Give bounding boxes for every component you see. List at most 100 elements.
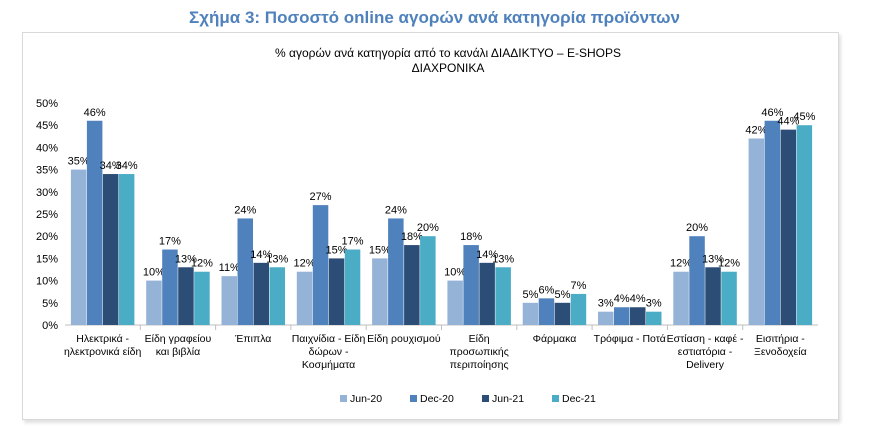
bar [344,249,361,325]
legend-swatch [410,395,417,402]
data-label: 34% [100,160,122,172]
data-label: 7% [570,280,586,292]
y-tick-label: 25% [36,209,58,221]
data-label: 5% [554,289,570,301]
category-label: Εστίαση - καφέ - [667,333,744,345]
data-label: 18% [401,231,423,243]
bar [538,298,555,325]
bar [598,311,614,325]
category-label: Εισιτήρια - [756,333,805,345]
data-label: 15% [326,244,348,256]
category-label: Τρόφιμα - Ποτά [594,333,666,345]
bar [420,236,436,325]
category-label: Είδη γραφείου [145,333,212,345]
category-label: Έπιπλα [234,333,271,345]
category-label: Είδη [469,333,490,345]
bar [479,262,495,325]
bar [70,169,87,325]
bar [221,276,237,325]
bar [102,174,119,325]
category-label: ηλεκτρονικά είδη [64,346,142,358]
category-label: εστιατόρια - [678,346,733,358]
category-label: Κοσμήματα [302,359,355,371]
y-tick-label: 50% [36,98,58,110]
bar [614,307,630,325]
data-label: 20% [417,222,439,234]
category-label: Παιχνίδια - Είδη [292,333,366,345]
bar [312,205,329,325]
bar [673,271,689,325]
bar [328,258,345,325]
chart-title-line: % αγορών ανά κατηγορία από το κανάλι ΔΙΑ… [275,46,621,60]
y-tick-label: 15% [36,253,58,265]
data-label: 4% [614,293,630,305]
bar [748,138,765,325]
legend-swatch [552,395,559,402]
data-label: 14% [476,249,498,261]
bar [178,267,194,325]
legend-label: Dec-21 [562,393,596,405]
bar [118,174,135,325]
data-label: 27% [310,191,332,203]
category-label: και βιβλία [156,346,201,358]
y-tick-label: 45% [36,120,58,132]
legend-label: Jun-21 [492,393,524,405]
y-tick-label: 0% [42,320,58,332]
bar [495,267,511,325]
data-label: 12% [294,258,316,270]
category-label: προσωπικής [449,346,508,358]
data-label: 13% [175,253,197,265]
data-label: 13% [492,253,514,265]
data-label: 12% [718,258,740,270]
chart-title-line: ΔΙΑΧΡΟΝΙΚΑ [412,61,485,75]
bar [705,267,721,325]
bar [388,218,404,325]
bar [463,245,479,325]
data-label: 42% [745,125,767,137]
data-label: 18% [460,231,482,243]
data-label: 17% [159,236,181,248]
data-label: 11% [219,262,240,274]
data-label: 24% [234,204,256,216]
data-label: 3% [646,298,662,310]
data-label: 46% [761,107,783,119]
data-label: 15% [369,244,391,256]
bar [404,245,420,325]
bar [646,311,662,325]
y-tick-label: 30% [36,187,58,199]
legend-label: Jun-20 [350,393,382,405]
y-tick-label: 5% [42,298,58,310]
data-label: 24% [385,204,407,216]
data-label: 34% [116,160,138,172]
data-label: 6% [538,284,554,296]
bar [630,307,646,325]
bar [522,302,539,325]
y-tick-label: 35% [36,165,58,177]
category-label: Είδη ρουχισμού [367,333,441,345]
category-label: δώρων - [309,346,349,358]
category-label: Φάρμακα [533,333,577,345]
legend-swatch [340,395,347,402]
y-tick-label: 20% [36,231,58,243]
bar [194,271,210,325]
bar [162,249,178,325]
data-label: 13% [702,253,724,265]
chart-frame [22,32,839,420]
legend-swatch [482,395,489,402]
bar [146,280,162,325]
bar [780,129,797,325]
data-label: 5% [522,289,538,301]
bar [269,267,285,325]
bar [253,262,269,325]
legend-label: Dec-20 [420,393,454,405]
y-tick-label: 10% [36,276,58,288]
bar [447,280,463,325]
data-label: 4% [630,293,646,305]
category-label: περιποίησης [450,359,509,371]
data-label: 45% [793,111,815,123]
bar [86,120,103,325]
bar [554,302,571,325]
data-label: 46% [84,107,106,119]
data-label: 12% [191,258,213,270]
